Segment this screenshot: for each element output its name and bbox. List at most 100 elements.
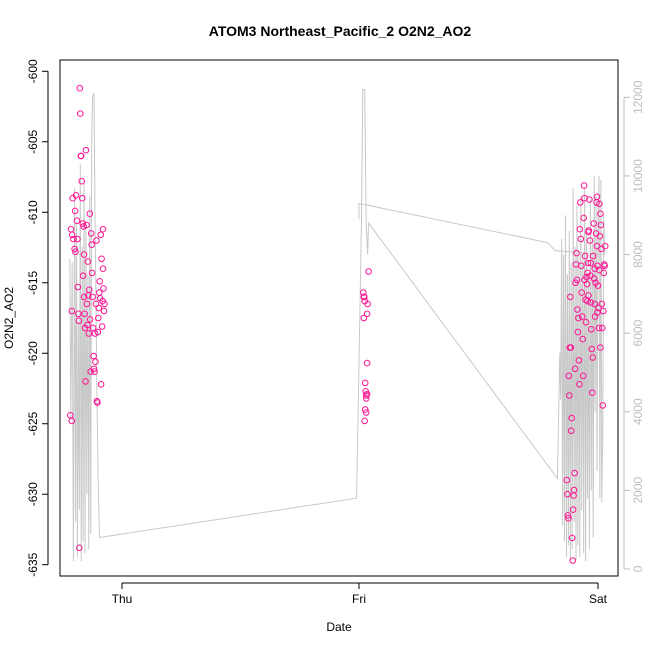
data-point bbox=[594, 309, 601, 316]
data-point bbox=[70, 235, 77, 243]
data-point bbox=[99, 225, 107, 233]
data-point bbox=[569, 557, 577, 564]
data-point bbox=[599, 402, 607, 409]
chart-title: ATOM3 Northeast_Pacific_2 O2N2_AO2 bbox=[209, 23, 472, 39]
data-point bbox=[590, 275, 598, 282]
data-point bbox=[585, 228, 592, 236]
data-point bbox=[365, 268, 372, 275]
data-point bbox=[361, 379, 369, 387]
data-point bbox=[86, 286, 93, 294]
data-point bbox=[97, 381, 105, 388]
data-point bbox=[576, 225, 584, 233]
data-point bbox=[88, 241, 95, 248]
data-point bbox=[578, 289, 586, 296]
data-point bbox=[579, 335, 587, 343]
data-point bbox=[578, 313, 586, 320]
data-point bbox=[94, 328, 102, 336]
data-point bbox=[68, 417, 76, 425]
data-point bbox=[93, 237, 100, 244]
data-point bbox=[567, 344, 575, 351]
data-point bbox=[85, 330, 93, 337]
data-point bbox=[580, 182, 588, 189]
data-point bbox=[601, 262, 609, 270]
data-point bbox=[595, 324, 603, 332]
bottom-tick-label: Thu bbox=[112, 592, 133, 606]
data-point bbox=[362, 395, 370, 402]
data-point bbox=[80, 251, 88, 258]
data-point bbox=[84, 321, 91, 329]
right-axis: 0 2000 4000 6000 8000 10000 12000 bbox=[623, 80, 645, 572]
data-point bbox=[82, 378, 89, 385]
data-point bbox=[363, 390, 371, 398]
data-point bbox=[362, 392, 370, 399]
data-point bbox=[590, 220, 598, 227]
data-point bbox=[89, 324, 97, 332]
bottom-tick-label: Fri bbox=[352, 592, 366, 606]
data-point bbox=[75, 317, 83, 325]
data-point bbox=[362, 409, 370, 416]
data-point bbox=[595, 304, 602, 312]
data-point bbox=[587, 259, 595, 267]
data-point bbox=[579, 372, 587, 380]
data-point bbox=[591, 300, 599, 308]
data-point bbox=[571, 365, 579, 373]
data-point bbox=[72, 192, 80, 199]
data-point bbox=[68, 231, 76, 239]
data-point bbox=[97, 231, 104, 239]
left-tick-label: -610 bbox=[26, 200, 40, 224]
data-point bbox=[76, 544, 83, 552]
bottom-tick-label: Sat bbox=[589, 592, 608, 606]
data-point bbox=[83, 221, 90, 229]
data-point bbox=[75, 310, 82, 318]
left-tick-label: -630 bbox=[26, 482, 40, 506]
data-point bbox=[575, 357, 583, 364]
data-point bbox=[574, 328, 582, 336]
data-point bbox=[74, 283, 82, 291]
data-point bbox=[73, 217, 81, 224]
data-point bbox=[89, 293, 96, 301]
data-point bbox=[361, 406, 369, 413]
data-point bbox=[79, 272, 87, 280]
plot-frame bbox=[59, 59, 619, 577]
data-point bbox=[94, 399, 101, 406]
data-point bbox=[600, 269, 608, 277]
data-point bbox=[570, 486, 578, 494]
data-point bbox=[567, 293, 574, 301]
data-point bbox=[581, 194, 588, 202]
points-layer bbox=[67, 84, 609, 564]
left-tick-label: -605 bbox=[26, 129, 40, 153]
left-tick-label: -635 bbox=[26, 552, 40, 576]
left-tick-label: -600 bbox=[26, 59, 40, 83]
data-point bbox=[597, 344, 604, 351]
right-tick-label: 0 bbox=[631, 565, 645, 572]
data-point bbox=[100, 285, 107, 292]
data-point bbox=[586, 237, 594, 244]
data-point bbox=[589, 252, 597, 260]
data-point bbox=[90, 352, 97, 360]
data-point bbox=[574, 306, 581, 313]
data-point bbox=[84, 258, 92, 265]
left-tick-label: -615 bbox=[26, 270, 40, 294]
data-point bbox=[594, 282, 602, 289]
data-point bbox=[79, 220, 86, 227]
right-tick-label: 2000 bbox=[631, 477, 645, 504]
data-point bbox=[98, 323, 106, 330]
data-point bbox=[568, 414, 576, 422]
data-point bbox=[593, 193, 601, 201]
data-point bbox=[92, 358, 99, 366]
data-point bbox=[597, 221, 605, 229]
data-point bbox=[72, 248, 79, 255]
data-point bbox=[363, 359, 371, 367]
data-point bbox=[81, 310, 88, 318]
data-point bbox=[99, 265, 107, 273]
data-point bbox=[567, 427, 575, 435]
data-point bbox=[91, 368, 98, 375]
data-point bbox=[88, 269, 96, 277]
data-point bbox=[583, 280, 591, 288]
data-point bbox=[596, 232, 604, 240]
data-point bbox=[584, 259, 592, 267]
data-point bbox=[86, 316, 94, 323]
bottom-axis: Thu Fri Sat bbox=[112, 582, 608, 606]
data-point bbox=[569, 506, 577, 514]
